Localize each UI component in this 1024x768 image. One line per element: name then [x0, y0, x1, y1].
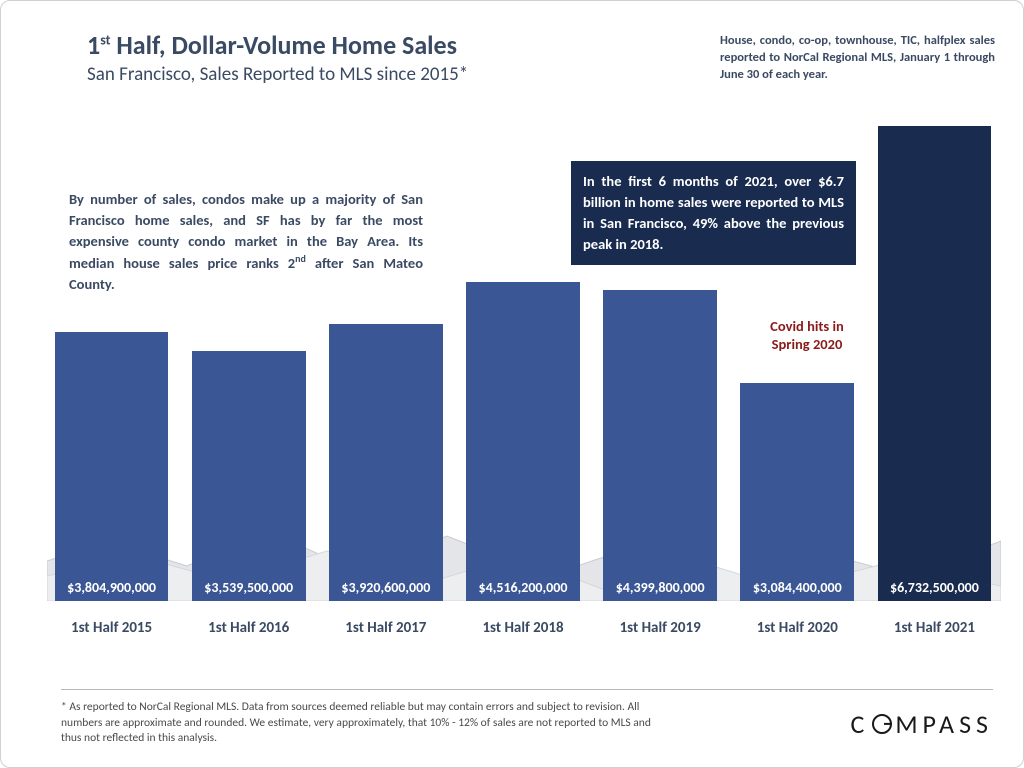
bar-value-label: $3,084,400,000 [740, 579, 854, 596]
chart-title: 1st Half, Dollar-Volume Home Sales [87, 29, 468, 61]
bar: $3,804,900,000 [55, 332, 169, 601]
bar: $4,399,800,000 [603, 290, 717, 601]
x-axis-label: 1st Half 2017 [321, 619, 450, 637]
covid-annotation: Covid hits in Spring 2020 [751, 317, 863, 353]
x-axis-labels: 1st Half 2015 1st Half 2016 1st Half 2017 1… [47, 619, 999, 637]
bar-slot: $6,732,500,000 [870, 126, 999, 601]
bar: $3,920,600,000 [329, 324, 443, 601]
bar-slot: $3,539,500,000 [184, 351, 313, 601]
logo-pre: C [850, 708, 869, 740]
bar-slot: $4,399,800,000 [596, 290, 725, 601]
x-axis-label: 1st Half 2019 [596, 619, 725, 637]
bar-value-label: $3,804,900,000 [55, 579, 169, 596]
x-axis-label: 1st Half 2020 [733, 619, 862, 637]
chart-container: 1st Half, Dollar-Volume Home Sales San F… [0, 0, 1024, 768]
title-block: 1st Half, Dollar-Volume Home Sales San F… [87, 29, 468, 86]
x-axis-label: 1st Half 2015 [47, 619, 176, 637]
bar: $6,732,500,000 [878, 126, 992, 601]
corner-note: House, condo, co-op, townhouse, TIC, hal… [720, 33, 995, 84]
bar-slot: $3,920,600,000 [321, 324, 450, 601]
bar-slot: $4,516,200,000 [458, 282, 587, 601]
x-axis-label: 1st Half 2021 [870, 619, 999, 637]
bar-value-label: $3,920,600,000 [329, 579, 443, 596]
bar-value-label: $4,516,200,000 [466, 579, 580, 596]
bar: $4,516,200,000 [466, 282, 580, 601]
compass-logo: C MPASS [850, 708, 993, 740]
blue-callout: In the first 6 months of 2021, over $6.7… [571, 161, 856, 265]
title-post: Half, Dollar-Volume Home Sales [110, 29, 457, 61]
compass-o-icon [872, 714, 892, 734]
x-axis-label: 1st Half 2018 [458, 619, 587, 637]
bar-value-label: $3,539,500,000 [192, 579, 306, 596]
chart-subtitle: San Francisco, Sales Reported to MLS sin… [87, 63, 468, 86]
disclaimer-text: * As reported to NorCal Regional MLS. Da… [61, 700, 651, 747]
footer: * As reported to NorCal Regional MLS. Da… [61, 689, 993, 747]
left-callout-sup: nd [295, 252, 306, 265]
bar-slot: $3,804,900,000 [47, 332, 176, 601]
logo-post: MPASS [895, 708, 993, 740]
bar-value-label: $6,732,500,000 [878, 579, 992, 596]
bar: $3,539,500,000 [192, 351, 306, 601]
title-pre: 1 [87, 29, 100, 61]
x-axis-label: 1st Half 2016 [184, 619, 313, 637]
bar-value-label: $4,399,800,000 [603, 579, 717, 596]
left-callout: By number of sales, condos make up a maj… [61, 183, 431, 301]
bar-slot: $3,084,400,000 [733, 383, 862, 601]
title-sup: st [100, 31, 110, 48]
bar: $3,084,400,000 [740, 383, 854, 601]
